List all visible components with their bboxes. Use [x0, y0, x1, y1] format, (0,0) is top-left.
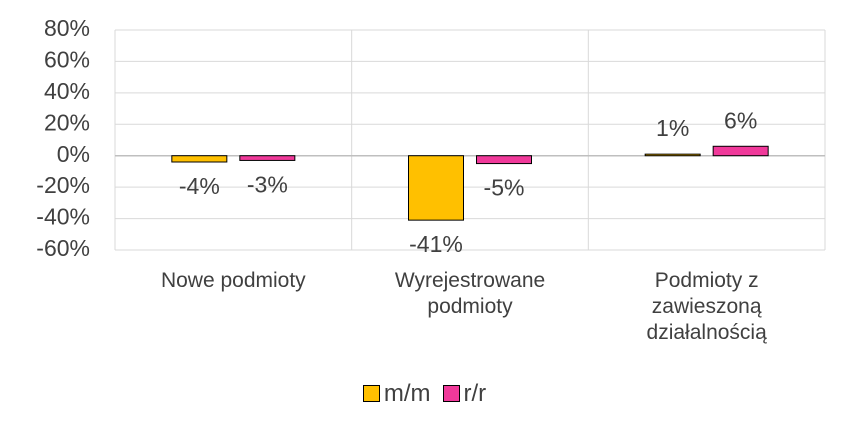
bar	[712, 145, 769, 157]
legend-swatch	[362, 385, 380, 402]
x-tick-label: Nowe podmioty	[160, 269, 306, 292]
bar	[171, 155, 228, 163]
value-label: -4%	[179, 173, 220, 199]
legend-label: r/r	[463, 380, 487, 407]
y-tick-label: -40%	[36, 204, 90, 230]
legend-swatch	[442, 385, 460, 402]
bar	[476, 155, 532, 165]
y-tick-label: -60%	[36, 235, 90, 261]
x-tick-label: Podmioty z zawieszoną działalnością	[646, 269, 767, 344]
value-label: -3%	[247, 172, 288, 198]
bar	[644, 153, 701, 157]
legend-item: r/r	[442, 380, 487, 407]
legend: m/m r/r	[0, 380, 849, 408]
y-tick-label: 60%	[44, 47, 90, 73]
bar	[239, 155, 296, 161]
y-tick-label: 20%	[44, 109, 90, 135]
value-label: -5%	[484, 175, 525, 201]
legend-item: m/m	[362, 380, 431, 407]
value-label: 6%	[724, 107, 757, 133]
bar	[408, 155, 464, 221]
value-label: -41%	[409, 231, 463, 257]
y-tick-label: 0%	[57, 141, 90, 167]
y-tick-label: 80%	[44, 15, 90, 41]
y-tick-label: 40%	[44, 78, 90, 104]
x-tick-label: Wyrejestrowane podmioty	[394, 269, 546, 318]
legend-label: m/m	[383, 380, 431, 407]
y-tick-label: -20%	[36, 172, 90, 198]
value-label: 1%	[656, 115, 689, 141]
